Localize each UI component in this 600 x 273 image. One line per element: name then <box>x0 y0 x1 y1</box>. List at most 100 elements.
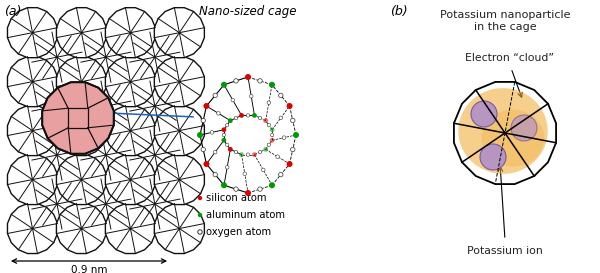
Polygon shape <box>130 130 180 180</box>
Circle shape <box>221 182 227 188</box>
Circle shape <box>228 147 233 152</box>
Polygon shape <box>130 179 180 229</box>
Polygon shape <box>81 130 131 180</box>
Circle shape <box>271 133 274 137</box>
Circle shape <box>239 152 244 157</box>
Polygon shape <box>68 108 88 128</box>
Circle shape <box>231 98 235 102</box>
Polygon shape <box>106 106 155 156</box>
Polygon shape <box>81 81 131 131</box>
Text: (b): (b) <box>390 5 407 18</box>
Polygon shape <box>106 57 155 107</box>
Circle shape <box>213 173 217 177</box>
Polygon shape <box>106 8 155 58</box>
Text: Electron “cloud”: Electron “cloud” <box>466 53 554 63</box>
Polygon shape <box>7 8 58 58</box>
Polygon shape <box>154 106 205 156</box>
Polygon shape <box>56 155 106 204</box>
Circle shape <box>234 79 238 83</box>
Circle shape <box>201 147 205 152</box>
Circle shape <box>221 82 227 88</box>
Circle shape <box>226 143 229 147</box>
Circle shape <box>198 196 202 200</box>
Circle shape <box>214 150 217 154</box>
Circle shape <box>198 213 202 217</box>
Circle shape <box>226 165 229 169</box>
Polygon shape <box>106 203 155 254</box>
Text: aluminum atom: aluminum atom <box>206 210 284 220</box>
Circle shape <box>252 152 257 157</box>
Circle shape <box>259 116 262 120</box>
Circle shape <box>234 187 238 191</box>
Polygon shape <box>154 57 205 107</box>
Polygon shape <box>7 106 58 156</box>
Circle shape <box>221 127 226 132</box>
Text: Nano-sized cage: Nano-sized cage <box>199 5 297 18</box>
Text: Potassium nanoparticle
in the cage: Potassium nanoparticle in the cage <box>440 10 570 32</box>
Polygon shape <box>81 179 131 229</box>
Circle shape <box>258 187 262 191</box>
Polygon shape <box>106 155 155 204</box>
Circle shape <box>222 133 226 137</box>
Circle shape <box>270 127 275 132</box>
Polygon shape <box>42 82 114 154</box>
Circle shape <box>234 150 238 154</box>
Circle shape <box>480 144 506 170</box>
Circle shape <box>471 101 497 127</box>
Circle shape <box>263 118 268 123</box>
Circle shape <box>279 116 283 120</box>
Circle shape <box>201 118 205 123</box>
Text: Potassium ion: Potassium ion <box>467 246 543 256</box>
Polygon shape <box>32 130 82 180</box>
Circle shape <box>511 115 537 141</box>
Circle shape <box>210 130 214 134</box>
Circle shape <box>245 74 251 80</box>
Circle shape <box>246 114 250 117</box>
Circle shape <box>278 173 283 177</box>
Circle shape <box>290 118 295 123</box>
Polygon shape <box>130 81 180 131</box>
Circle shape <box>203 161 209 167</box>
Circle shape <box>290 147 295 152</box>
Circle shape <box>287 161 293 167</box>
Polygon shape <box>7 203 58 254</box>
Circle shape <box>239 113 244 118</box>
Circle shape <box>221 138 226 143</box>
Circle shape <box>267 101 271 105</box>
Circle shape <box>228 118 233 123</box>
Circle shape <box>267 143 271 147</box>
Polygon shape <box>56 106 106 156</box>
Circle shape <box>198 230 202 234</box>
Circle shape <box>259 150 262 154</box>
Circle shape <box>234 116 238 120</box>
Polygon shape <box>32 81 82 131</box>
Circle shape <box>270 138 275 143</box>
Polygon shape <box>32 179 82 229</box>
Circle shape <box>250 94 253 98</box>
Polygon shape <box>81 32 131 82</box>
Polygon shape <box>154 155 205 204</box>
Circle shape <box>262 168 265 172</box>
Text: 0.9 nm: 0.9 nm <box>71 265 107 273</box>
Polygon shape <box>7 155 58 204</box>
Polygon shape <box>130 32 180 82</box>
Circle shape <box>269 182 275 188</box>
Circle shape <box>287 103 293 109</box>
Polygon shape <box>32 32 82 82</box>
Text: (a): (a) <box>4 5 22 18</box>
Circle shape <box>258 79 262 83</box>
Circle shape <box>243 172 247 176</box>
Circle shape <box>263 147 268 152</box>
Circle shape <box>282 136 286 140</box>
Circle shape <box>247 153 250 156</box>
Circle shape <box>267 123 271 127</box>
Circle shape <box>269 82 275 88</box>
Circle shape <box>213 93 217 97</box>
Circle shape <box>197 132 203 138</box>
Circle shape <box>217 112 220 115</box>
Polygon shape <box>56 8 106 58</box>
Text: oxygen atom: oxygen atom <box>206 227 271 237</box>
Polygon shape <box>56 57 106 107</box>
Ellipse shape <box>482 109 544 167</box>
Polygon shape <box>56 203 106 254</box>
